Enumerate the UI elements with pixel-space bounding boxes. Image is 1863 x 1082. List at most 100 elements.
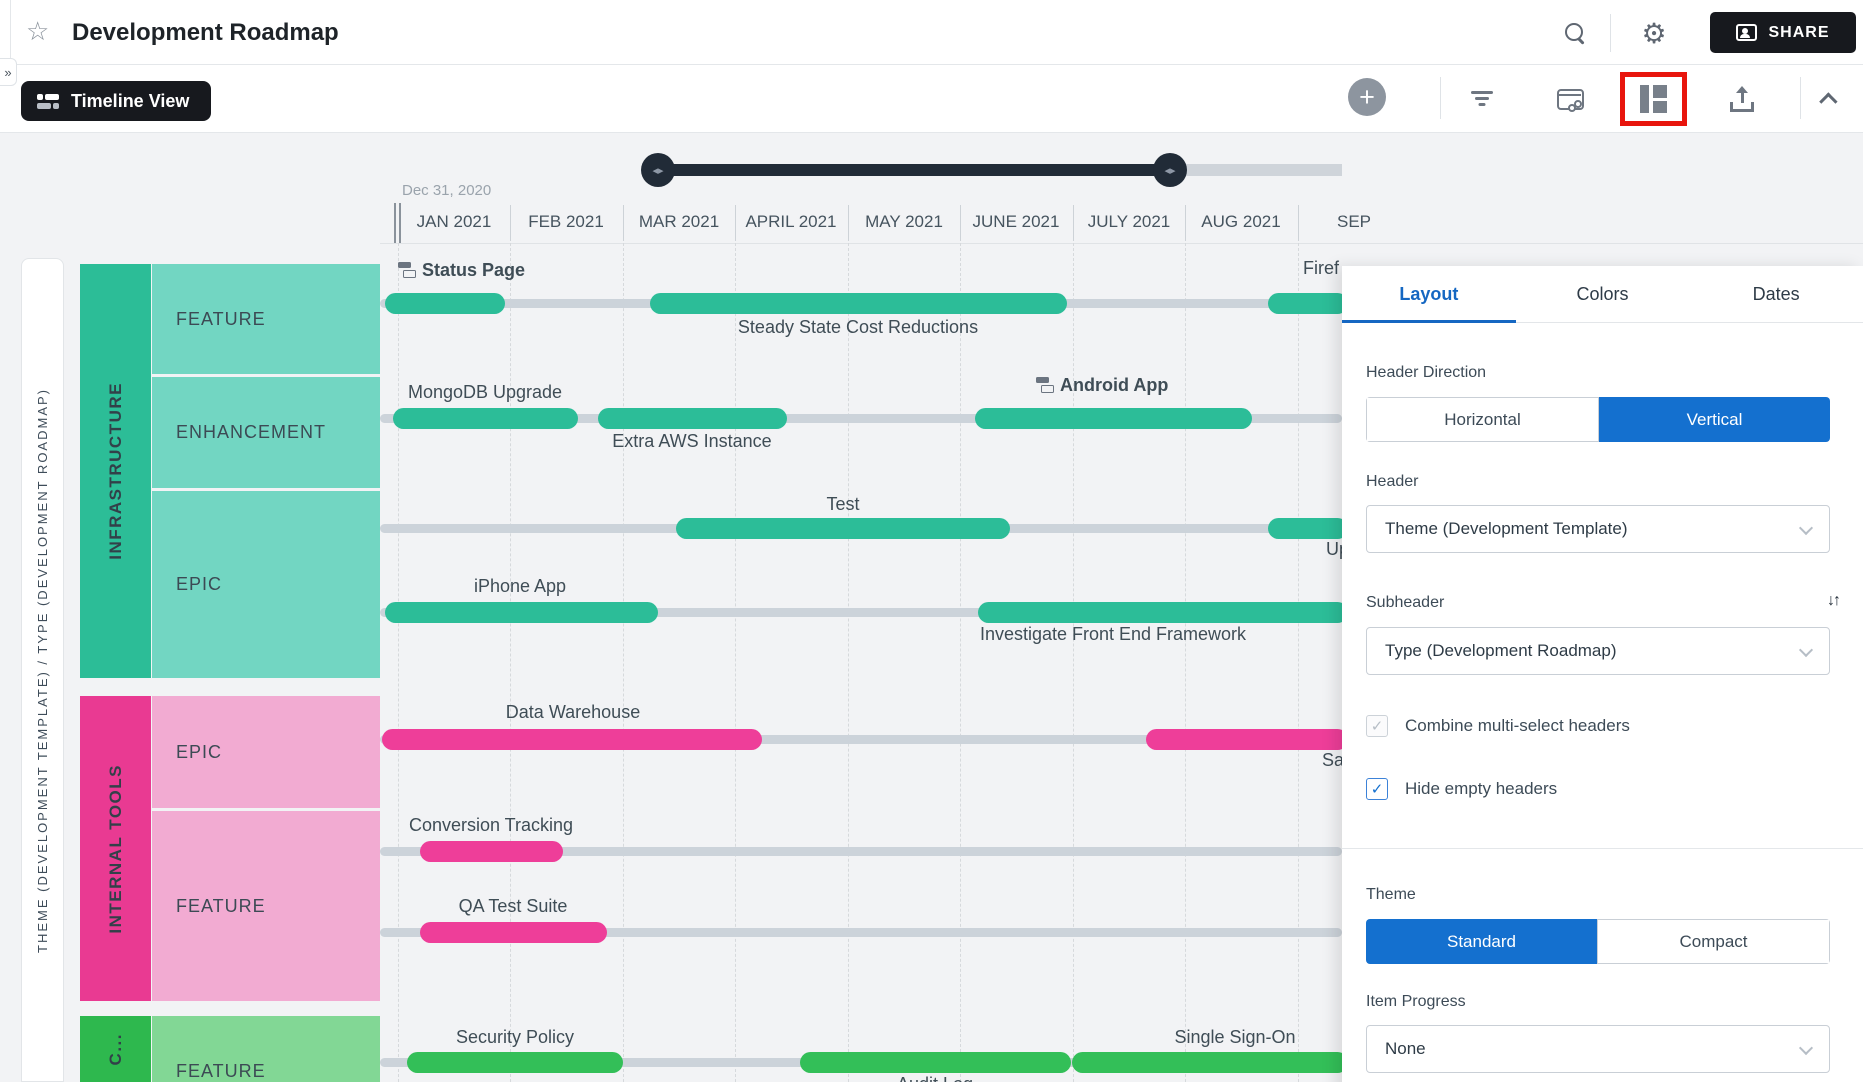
active-tab-underline xyxy=(1342,320,1516,323)
lane-row-epic-2: EPIC xyxy=(152,696,380,808)
month-header: FEB 2021 xyxy=(510,212,622,232)
lane-header-internal-tools: INTERNAL TOOLS xyxy=(80,696,151,1001)
item-bar-qa[interactable] xyxy=(420,922,607,943)
item-bar-android[interactable] xyxy=(975,408,1252,429)
lane-row-enhancement: ENHANCEMENT xyxy=(152,377,380,488)
grouping-axis-card[interactable]: THEME (DEVELOPMENT TEMPLATE) / TYPE (DEV… xyxy=(21,258,64,1082)
scrubber-range[interactable] xyxy=(658,164,1170,176)
subheader-dropdown[interactable]: Type (Development Roadmap) xyxy=(1366,627,1830,675)
item-bar-iphone[interactable] xyxy=(385,602,658,623)
item-bar-security[interactable] xyxy=(407,1052,623,1073)
settings-button[interactable]: ⚙ xyxy=(1634,14,1674,54)
lane-row-feature-3: FEATURE xyxy=(152,1016,380,1082)
item-label-test: Test xyxy=(826,494,859,515)
add-item-button[interactable]: + xyxy=(1348,78,1386,116)
favorite-star-icon[interactable]: ☆ xyxy=(26,16,49,47)
lane-header-truncated: C... xyxy=(80,1016,151,1082)
header-direction-toggle: Horizontal Vertical xyxy=(1366,397,1830,442)
item-progress-dropdown[interactable]: None xyxy=(1366,1025,1830,1073)
item-bar-truncated-sa[interactable] xyxy=(1146,729,1348,750)
collapse-toolbar-button[interactable] xyxy=(1808,77,1852,121)
item-label-conversion: Conversion Tracking xyxy=(409,815,573,836)
item-bar-conversion[interactable] xyxy=(420,841,563,862)
tab-layout[interactable]: Layout xyxy=(1342,266,1516,322)
search-icon xyxy=(1565,23,1587,45)
timeline-start-date: Dec 31, 2020 xyxy=(402,182,491,199)
item-label-firefox: Firef xyxy=(1303,258,1339,279)
item-bar-investigate[interactable] xyxy=(978,602,1348,623)
share-person-icon xyxy=(1736,24,1757,41)
share-button[interactable]: SHARE xyxy=(1710,12,1856,53)
month-header: AUG 2021 xyxy=(1185,212,1297,232)
page-title: Development Roadmap xyxy=(72,19,339,47)
window-link-icon xyxy=(1557,89,1584,110)
toggle-compact[interactable]: Compact xyxy=(1597,919,1830,964)
lane-row-feature: FEATURE xyxy=(152,264,380,374)
item-label-mongodb: MongoDB Upgrade xyxy=(408,382,562,403)
item-bar-firefox[interactable] xyxy=(1268,293,1348,314)
layout-settings-button-highlighted[interactable] xyxy=(1620,72,1687,126)
item-bar-test[interactable] xyxy=(676,518,1010,539)
scrubber-handle-right[interactable]: ◂▸ xyxy=(1153,153,1187,187)
item-bar-audit[interactable] xyxy=(800,1052,1071,1073)
item-bar-mongodb[interactable] xyxy=(393,408,578,429)
chevron-down-icon xyxy=(1799,643,1813,657)
toggle-standard-selected[interactable]: Standard xyxy=(1366,919,1597,964)
item-bar-extra-aws[interactable] xyxy=(598,408,787,429)
item-label-audit: Audit Log xyxy=(897,1074,973,1082)
tab-dates[interactable]: Dates xyxy=(1689,266,1863,322)
share-view-button[interactable] xyxy=(1548,77,1592,121)
chevron-down-icon xyxy=(1799,521,1813,535)
item-label-truncated-sa: Sa xyxy=(1322,750,1344,771)
header-direction-label: Header Direction xyxy=(1366,364,1486,382)
hide-empty-headers-checkbox-row[interactable]: ✓ Hide empty headers xyxy=(1366,778,1557,800)
chevron-up-icon xyxy=(1819,92,1837,110)
month-header: APRIL 2021 xyxy=(735,212,847,232)
subheader-label: Subheader xyxy=(1366,594,1444,612)
upload-icon xyxy=(1730,86,1754,112)
toggle-horizontal[interactable]: Horizontal xyxy=(1366,397,1599,442)
lane-row-feature-2: FEATURE xyxy=(152,811,380,1001)
item-label-investigate: Investigate Front End Framework xyxy=(980,624,1246,645)
item-bar-data-warehouse[interactable] xyxy=(382,729,762,750)
theme-toggle: Standard Compact xyxy=(1366,919,1830,964)
item-bar-truncated-up[interactable] xyxy=(1268,518,1348,539)
combine-headers-checkbox-row[interactable]: ✓ Combine multi-select headers xyxy=(1366,715,1630,737)
view-toolbar: Timeline View + xyxy=(0,65,1863,133)
grouping-axis-label: THEME (DEVELOPMENT TEMPLATE) / TYPE (DEV… xyxy=(35,388,50,953)
item-bar-steady-state[interactable] xyxy=(650,293,1067,314)
scrubber-handle-left[interactable]: ◂▸ xyxy=(641,153,675,187)
item-bar-sso[interactable] xyxy=(1072,1052,1348,1073)
toggle-vertical-selected[interactable]: Vertical xyxy=(1599,397,1830,442)
timeline-canvas: ◂▸ ◂▸ Dec 31, 2020 JAN 2021 FEB 2021 MAR… xyxy=(0,133,1863,1082)
panel-tabs: Layout Colors Dates xyxy=(1342,266,1863,323)
checkbox-combine-disabled-checked: ✓ xyxy=(1366,715,1388,737)
checkbox-hide-empty-checked: ✓ xyxy=(1366,778,1388,800)
tab-colors[interactable]: Colors xyxy=(1516,266,1690,322)
item-bar-status-page[interactable] xyxy=(385,293,505,314)
subheader-sort-icon[interactable]: ↓↑ xyxy=(1827,592,1839,610)
toolbar-divider-2 xyxy=(1800,77,1801,119)
hide-empty-headers-label: Hide empty headers xyxy=(1405,779,1557,799)
layout-panel-icon xyxy=(1640,85,1667,113)
month-header: MAY 2021 xyxy=(848,212,960,232)
month-header: SEP xyxy=(1298,212,1410,232)
item-card-icon xyxy=(398,262,415,277)
timeline-view-button[interactable]: Timeline View xyxy=(21,81,211,121)
month-header: JUNE 2021 xyxy=(960,212,1072,232)
left-edge-divider xyxy=(10,0,11,66)
app-header: ☆ Development Roadmap ⚙ SHARE xyxy=(0,0,1863,65)
item-label-data-warehouse: Data Warehouse xyxy=(506,702,640,723)
scrubber-track[interactable] xyxy=(1170,164,1342,176)
sidebar-expander[interactable]: » xyxy=(0,58,17,86)
export-button[interactable] xyxy=(1720,77,1764,121)
search-button[interactable] xyxy=(1556,14,1596,54)
item-label-extra-aws: Extra AWS Instance xyxy=(612,431,771,452)
item-label-qa: QA Test Suite xyxy=(459,896,568,917)
month-header: MAR 2021 xyxy=(623,212,735,232)
filter-button[interactable] xyxy=(1460,77,1504,121)
item-progress-label: Item Progress xyxy=(1366,993,1466,1011)
panel-divider xyxy=(1342,848,1863,849)
theme-label: Theme xyxy=(1366,886,1416,904)
header-dropdown[interactable]: Theme (Development Template) xyxy=(1366,505,1830,553)
